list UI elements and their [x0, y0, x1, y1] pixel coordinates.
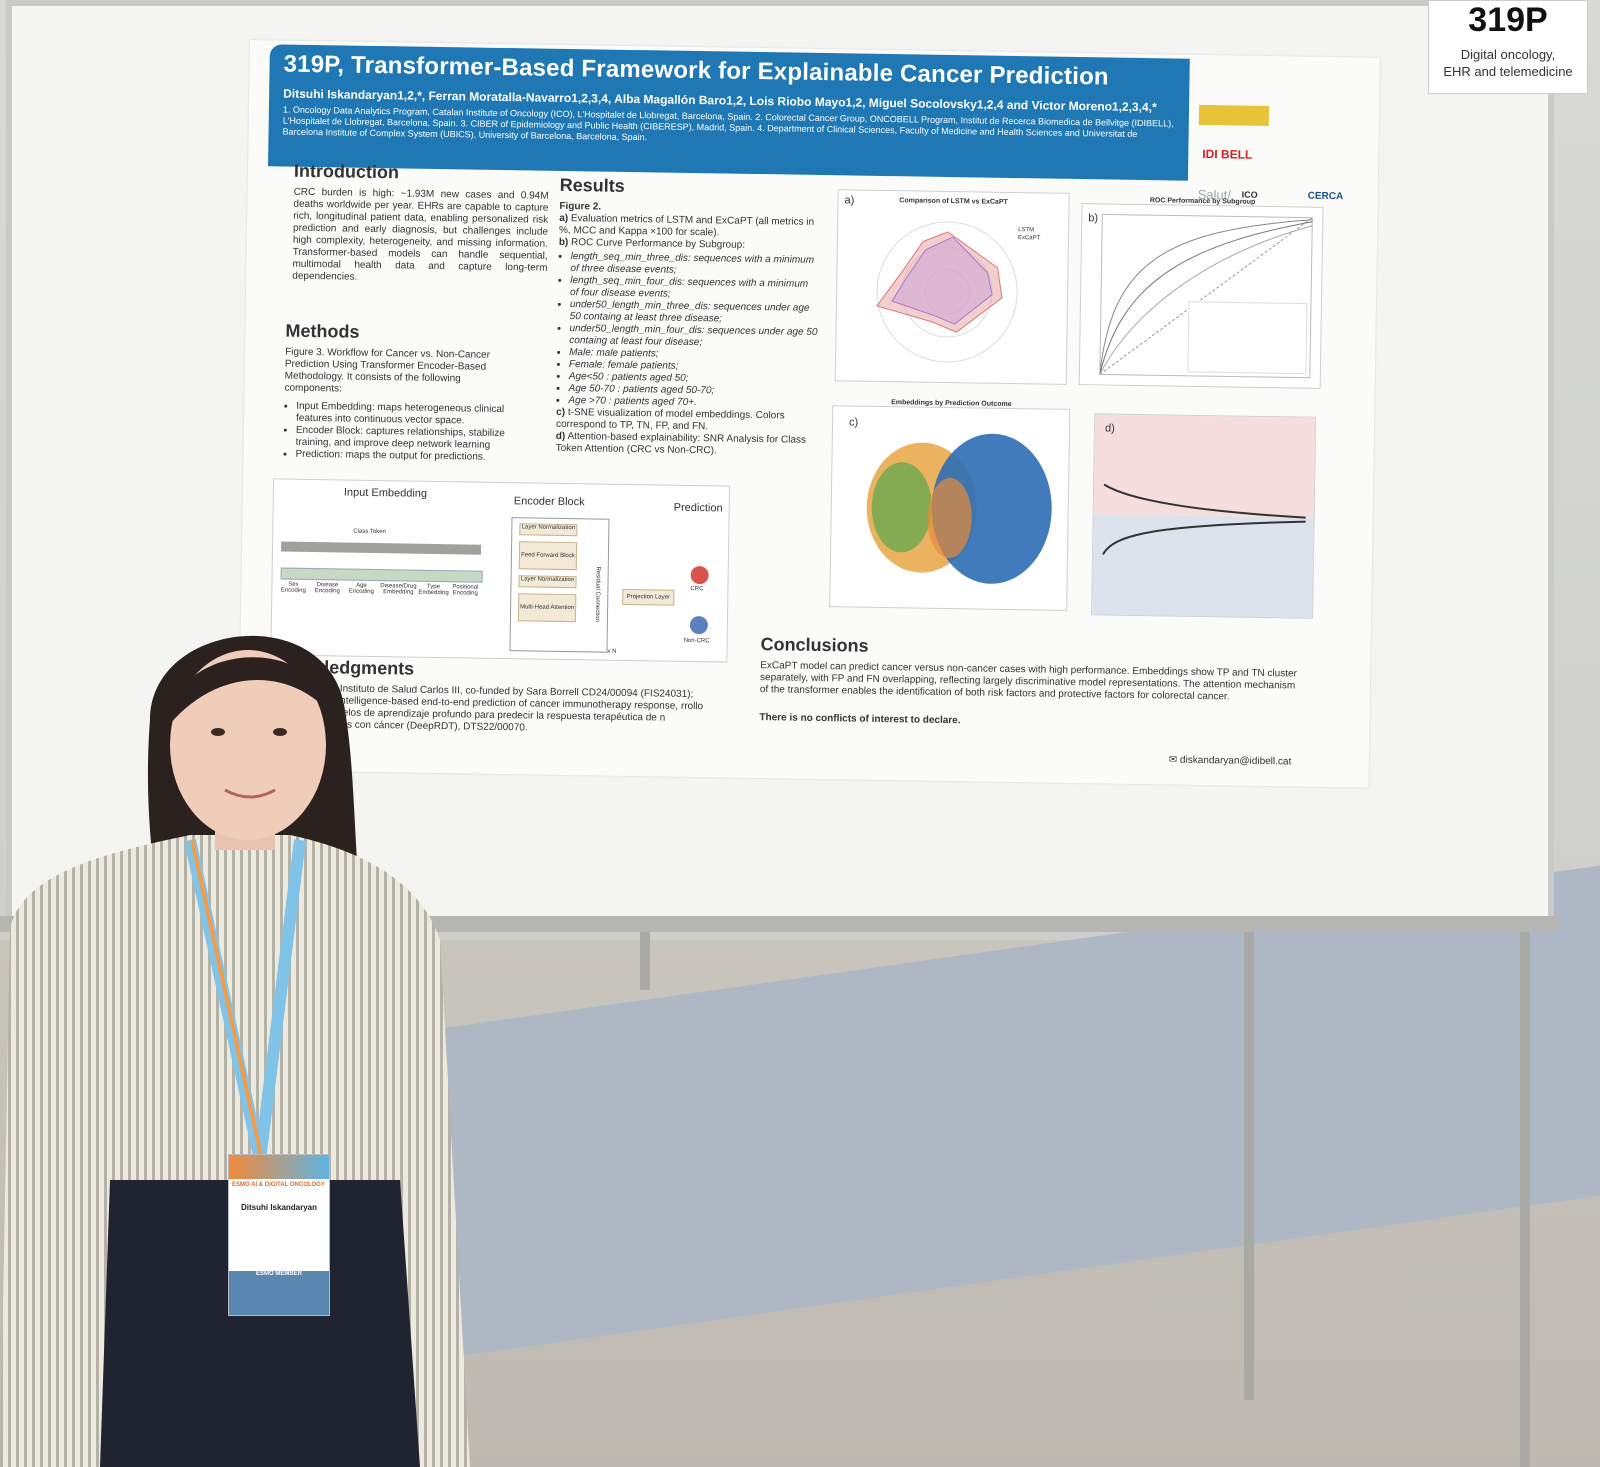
result-d-text: Attention-based explainability: SNR Anal…: [555, 431, 807, 457]
results-text: Figure 2. a) Evaluation metrics of LSTM …: [556, 201, 820, 459]
class-token-label: Class Token: [353, 528, 386, 536]
result-a-text: Evaluation metrics of LSTM and ExCaPT (a…: [558, 213, 815, 239]
subgroup-list: length_seq_min_three_dis: sequences with…: [556, 251, 818, 411]
figure-d-snr: d): [1091, 413, 1317, 619]
roc-svg: [1099, 213, 1313, 379]
poster-number-sign: 319P Digital oncology, EHR and telemedic…: [1428, 0, 1588, 94]
government-logo: [1198, 104, 1270, 127]
encoding-row: [280, 567, 483, 583]
radar-legend-excapt: ExCaPT: [1017, 235, 1041, 242]
multi-head-attention: Multi-Head Attention: [517, 593, 577, 623]
mail-icon: ✉: [1168, 754, 1181, 766]
poster: 319P, Transformer-Based Framework for Ex…: [238, 40, 1380, 788]
email-text: diskandaryan@idibell.cat: [1179, 754, 1292, 768]
residual-connection: Residual Connection: [593, 566, 601, 623]
results-heading: Results: [559, 174, 625, 196]
methods-caption: Figure 3. Workflow for Cancer vs. Non-Ca…: [284, 346, 491, 395]
crc-label: CRC: [690, 585, 704, 593]
radar-svg: [876, 221, 1018, 363]
methods-list: Input Embedding: maps heterogeneous clin…: [283, 399, 524, 465]
encoding-label: Age Encoding: [348, 582, 374, 596]
badge-event: ESMO AI & DIGITAL ONCOLOGY: [232, 1182, 325, 1188]
topic-line-1: Digital oncology,: [1460, 47, 1556, 62]
badge-member-label: ESMO MEMBER: [255, 1271, 302, 1277]
introduction-heading: Introduction: [293, 160, 400, 183]
encoding-label: Disease/Drug Embedding: [380, 583, 417, 596]
workflow-prediction: Prediction: [673, 501, 723, 515]
tsne-svg: [866, 433, 1052, 584]
non-crc-label: Non-CRC: [683, 637, 710, 645]
methods-item: Encoder Block: captures relationships, s…: [296, 425, 524, 453]
idibell-logo: IDI BELL: [1202, 146, 1253, 162]
poster-title: 319P, Transformer-Based Framework for Ex…: [283, 50, 1110, 91]
result-d: d) Attention-based explainability: SNR A…: [555, 430, 807, 457]
board-leg: [640, 930, 650, 990]
board-leg: [1244, 930, 1254, 1400]
crc-person-icon: [690, 565, 709, 585]
encoding-label: Positional Encoding: [452, 584, 479, 597]
encoding-label: Sex Encoding: [280, 581, 306, 594]
workflow-input-embedding: Input Embedding: [343, 486, 428, 500]
snr-svg: [1102, 483, 1306, 555]
badge-name: Ditsuhi Iskandaryan: [240, 1203, 318, 1212]
radar-legend-lstm: LSTM: [1018, 227, 1035, 234]
result-c-text: t-SNE visualization of model embeddings.…: [555, 407, 785, 433]
encoding-label: Disease Encoding: [314, 582, 340, 595]
methods-item: Input Embedding: maps heterogeneous clin…: [296, 401, 524, 429]
presenter-person: [0, 635, 470, 1467]
poster-banner: 319P, Transformer-Based Framework for Ex…: [268, 44, 1190, 181]
figure-a-radar: a) Comparison of LSTM vs ExCaPT LSTM ExC…: [834, 189, 1070, 385]
workflow-encoder-block: Encoder Block: [513, 495, 585, 509]
conference-badge: ESMO AI & DIGITAL ONCOLOGY Ditsuhi Iskan…: [228, 1154, 330, 1316]
methods-heading: Methods: [285, 320, 360, 342]
projection-layer: Projection Layer: [622, 588, 675, 606]
figure-c-tsne: c) Embeddings by Prediction Outcome: [829, 399, 1071, 611]
topic-line-2: EHR and telemedicine: [1443, 64, 1573, 79]
contact-email: ✉ diskandaryan@idibell.cat: [1169, 755, 1292, 768]
result-b-text: ROC Curve Performance by Subgroup:: [571, 237, 746, 251]
encoding-label: Type Embedding: [418, 583, 449, 597]
badge-member: ESMO MEMBER: [229, 1271, 329, 1315]
layer-norm-2: Layer Normalization: [518, 575, 577, 589]
conclusions-text: ExCaPT model can predict cancer versus n…: [759, 660, 1298, 703]
repeat-n-label: x N: [607, 648, 617, 655]
conclusions-heading: Conclusions: [760, 634, 869, 656]
introduction-text: CRC burden is high: ~1.93M new cases and…: [292, 186, 549, 283]
board-leg: [1520, 930, 1530, 1467]
layer-norm-1: Layer Normalization: [519, 523, 578, 537]
conclusions-coi: There is no conflicts of interest to dec…: [759, 712, 961, 727]
non-crc-person-icon: [689, 615, 709, 635]
figure-b-roc: b) ROC Performance by Subgroup: [1078, 197, 1324, 389]
feed-forward-block: Feed Forward Block: [518, 541, 578, 571]
poster-number: 319P: [1468, 1, 1548, 39]
class-token-bar: [280, 541, 482, 555]
badge-header-strip: [229, 1155, 329, 1179]
